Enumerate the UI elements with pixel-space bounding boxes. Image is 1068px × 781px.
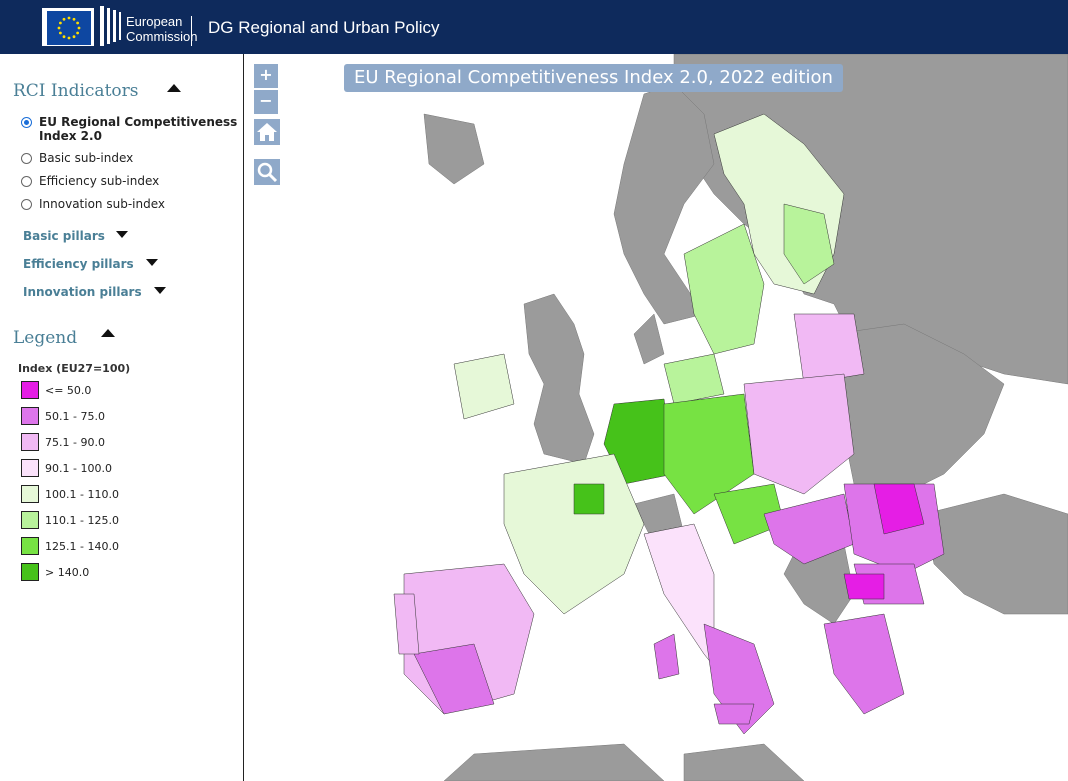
collapse-indicators-icon[interactable]	[167, 84, 181, 92]
legend-item: 110.1 - 125.0	[21, 511, 119, 529]
indicator-label: EU Regional Competitiveness Index 2.0	[39, 115, 238, 143]
radio-icon[interactable]	[21, 153, 32, 164]
indicator-option-efficiency[interactable]: Efficiency sub-index	[21, 174, 159, 188]
chevron-down-icon[interactable]	[154, 287, 166, 294]
legend-item: > 140.0	[21, 563, 89, 581]
iceland-far	[423, 113, 485, 185]
legend-swatch	[21, 485, 39, 503]
sidebar: RCI Indicators EU Regional Competitivene…	[0, 54, 244, 781]
basic-pillars-toggle[interactable]: Basic pillars	[23, 229, 105, 243]
zoom-in-button[interactable]: +	[254, 64, 278, 88]
chevron-down-icon[interactable]	[146, 259, 158, 266]
innovation-pillars-toggle[interactable]: Innovation pillars	[23, 285, 142, 299]
collapse-legend-icon[interactable]	[101, 329, 115, 337]
region-france[interactable]	[503, 453, 645, 615]
legend-item: 90.1 - 100.0	[21, 459, 112, 477]
top-header: European Commission DG Regional and Urba…	[0, 0, 1068, 54]
search-button[interactable]	[254, 159, 280, 185]
region-ireland[interactable]	[453, 353, 515, 420]
map-title: EU Regional Competitiveness Index 2.0, 2…	[344, 64, 843, 92]
legend-label: 90.1 - 100.0	[45, 461, 112, 475]
magnifier-icon	[257, 162, 278, 183]
legend-label: 50.1 - 75.0	[45, 409, 105, 423]
legend-label: 75.1 - 90.0	[45, 435, 105, 449]
region-bulgaria-nw[interactable]	[843, 573, 885, 600]
logo-background	[42, 8, 94, 46]
european-commission-logo[interactable]: European Commission	[42, 2, 198, 50]
region-denmark[interactable]	[663, 353, 725, 405]
legend-label: 100.1 - 110.0	[45, 487, 119, 501]
region-paris[interactable]	[573, 483, 605, 515]
region-greece[interactable]	[823, 613, 905, 715]
indicator-label: Efficiency sub-index	[39, 174, 160, 188]
indicator-option-basic[interactable]: Basic sub-index	[21, 151, 133, 165]
indicator-label: Innovation sub-index	[39, 197, 165, 211]
legend-item: <= 50.0	[21, 381, 91, 399]
header-divider	[191, 16, 192, 46]
legend-title[interactable]: Legend	[13, 328, 78, 348]
legend-label: 110.1 - 125.0	[45, 513, 119, 527]
turkey-region	[923, 493, 1068, 615]
legend-swatch	[21, 537, 39, 555]
legend-swatch	[21, 433, 39, 451]
legend-swatch	[21, 563, 39, 581]
site-title[interactable]: DG Regional and Urban Policy	[208, 18, 440, 37]
region-helsinki[interactable]	[783, 203, 835, 285]
radio-icon[interactable]	[21, 199, 32, 210]
north-africa	[443, 743, 665, 781]
eu-flag-icon	[46, 10, 92, 46]
region-italy-south[interactable]	[703, 623, 775, 735]
legend-subtitle: Index (EU27=100)	[18, 362, 131, 375]
legend-swatch	[21, 407, 39, 425]
region-benelux[interactable]	[603, 398, 675, 485]
indicator-option-innovation[interactable]: Innovation sub-index	[21, 197, 165, 211]
eu-regions	[393, 113, 945, 735]
zoom-out-button[interactable]: −	[254, 90, 278, 114]
commission-building-icon	[100, 6, 121, 46]
rci-indicators-title[interactable]: RCI Indicators	[13, 81, 139, 101]
region-romania-ne[interactable]	[873, 483, 925, 535]
region-hungary[interactable]	[763, 493, 855, 565]
map-view[interactable]	[244, 54, 1068, 781]
legend-label: <= 50.0	[45, 383, 92, 397]
legend-swatch	[21, 511, 39, 529]
region-sweden-south[interactable]	[683, 223, 765, 355]
legend-label: 125.1 - 140.0	[45, 539, 119, 553]
region-sicily[interactable]	[713, 703, 755, 725]
chevron-down-icon[interactable]	[116, 231, 128, 238]
indicator-option-rci[interactable]: EU Regional Competitiveness Index 2.0	[21, 115, 239, 143]
region-poland[interactable]	[743, 373, 855, 495]
region-sardinia[interactable]	[653, 633, 680, 680]
efficiency-pillars-toggle[interactable]: Efficiency pillars	[23, 257, 134, 271]
legend-item: 75.1 - 90.0	[21, 433, 105, 451]
logo-text-line1: European	[126, 14, 183, 29]
logo-text: European Commission	[126, 14, 198, 44]
libya-region	[683, 743, 805, 781]
home-icon	[257, 123, 277, 141]
legend-swatch	[21, 459, 39, 477]
legend-item: 125.1 - 140.0	[21, 537, 119, 555]
europe-map[interactable]	[244, 54, 1068, 781]
scotland-islands	[633, 313, 665, 365]
logo-text-line2: Commission	[126, 29, 198, 44]
home-button[interactable]	[254, 119, 280, 145]
legend-item: 100.1 - 110.0	[21, 485, 119, 503]
indicator-label: Basic sub-index	[39, 151, 134, 165]
region-andalucia[interactable]	[413, 643, 495, 715]
eu-stars-icon	[57, 16, 81, 40]
great-britain	[523, 293, 595, 465]
legend-item: 50.1 - 75.0	[21, 407, 105, 425]
legend-label: > 140.0	[45, 565, 90, 579]
region-baltics[interactable]	[793, 313, 865, 385]
region-portugal[interactable]	[393, 593, 420, 655]
legend-swatch	[21, 381, 39, 399]
radio-icon[interactable]	[21, 176, 32, 187]
radio-selected-icon[interactable]	[21, 117, 32, 128]
